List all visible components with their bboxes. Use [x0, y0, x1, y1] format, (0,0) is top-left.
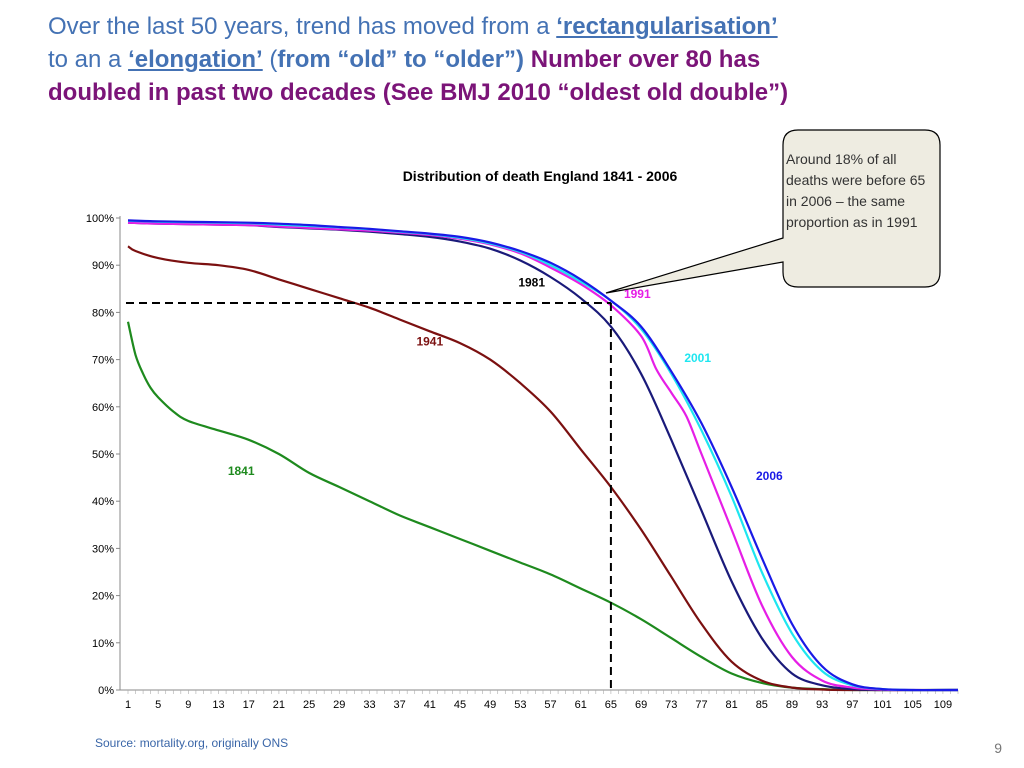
- y-tick-label: 0%: [98, 685, 114, 697]
- series-label-2001: 2001: [684, 351, 711, 365]
- series-labels: 1841 1941 1981 1991 2001 2006: [228, 275, 783, 483]
- x-tick-label: 21: [273, 699, 285, 711]
- x-tick-label: 29: [333, 699, 345, 711]
- title-paren: (: [262, 46, 278, 73]
- x-tick-label: 73: [665, 699, 677, 711]
- series-line-1841: [126, 321, 959, 692]
- x-tick-label: 77: [695, 699, 707, 711]
- x-tick-label: 105: [904, 699, 922, 711]
- x-tick-label: 81: [726, 699, 738, 711]
- x-tick-label: 61: [575, 699, 587, 711]
- x-tick-label: 85: [756, 699, 768, 711]
- x-tick-label: 37: [394, 699, 406, 711]
- y-tick-label: 60%: [92, 402, 114, 414]
- x-tick-label: 33: [363, 699, 375, 711]
- y-tick-label: 90%: [92, 260, 114, 272]
- x-tick-label: 53: [514, 699, 526, 711]
- series-label-1941: 1941: [416, 334, 443, 348]
- x-tick-label: 65: [605, 699, 617, 711]
- reference-lines: [126, 301, 612, 690]
- y-tick-label: 80%: [92, 307, 114, 319]
- series-line-1991: [127, 221, 959, 692]
- x-tick-label: 5: [155, 699, 161, 711]
- series-label-1991: 1991: [624, 287, 651, 301]
- x-tick-label: 9: [185, 699, 191, 711]
- title-over-80: Number over 80 has: [524, 46, 761, 73]
- y-tick-label: 20%: [92, 591, 114, 603]
- title-elongation: ‘elongation’: [128, 46, 263, 73]
- x-tick-label: 109: [934, 699, 952, 711]
- x-tick-label: 97: [846, 699, 858, 711]
- series-label-1841: 1841: [228, 464, 255, 478]
- x-tick-label: 1: [125, 699, 131, 711]
- y-tick-label: 10%: [92, 638, 114, 650]
- callout-text: Around 18% of all deaths were before 65 …: [786, 151, 926, 230]
- series-line-2006: [127, 219, 959, 692]
- x-tick-label: 57: [544, 699, 556, 711]
- callout-bubble: [605, 129, 941, 294]
- series-label-1981: 1981: [518, 275, 545, 289]
- series-lines: [126, 219, 959, 692]
- x-tick-label: 101: [873, 699, 891, 711]
- x-tick-label: 25: [303, 699, 315, 711]
- x-tick-label: 45: [454, 699, 466, 711]
- slide-title: Over the last 50 years, trend has moved …: [48, 10, 1008, 109]
- axes: 0% 10% 20% 30% 40% 50% 60% 70% 80% 90% 100% 1 5 9 13 17…: [86, 213, 959, 711]
- callout: [605, 129, 941, 294]
- series-line-1941: [127, 245, 959, 692]
- title-rectangularisation: ‘rectangularisation’: [556, 13, 778, 40]
- y-tick-label: 100%: [86, 213, 114, 225]
- title-text-1: Over the last 50 years, trend has moved …: [48, 13, 557, 40]
- series-line-1981: [127, 221, 959, 692]
- title-old-older: from “old” to “older”): [277, 46, 525, 73]
- y-tick-label: 30%: [92, 543, 114, 555]
- y-tick-label: 70%: [92, 355, 114, 367]
- page-number: 9: [994, 740, 1002, 756]
- y-tick-label: 40%: [92, 496, 114, 508]
- title-doubled: doubled in past two decades (See BMJ 201…: [48, 79, 789, 106]
- x-tick-label: 41: [424, 699, 436, 711]
- x-tick-label: 17: [243, 699, 255, 711]
- chart-title: Distribution of death England 1841 - 200…: [402, 168, 678, 184]
- x-tick-label: 93: [816, 699, 828, 711]
- title-text-2: to an a: [48, 46, 129, 73]
- series-line-2001: [127, 219, 959, 692]
- x-tick-label: 49: [484, 699, 496, 711]
- x-tick-label: 13: [212, 699, 224, 711]
- series-label-2006: 2006: [756, 469, 783, 483]
- x-tick-label: 69: [635, 699, 647, 711]
- source-note: Source: mortality.org, originally ONS: [95, 736, 289, 750]
- x-tick-label: 89: [786, 699, 798, 711]
- y-tick-label: 50%: [92, 449, 114, 461]
